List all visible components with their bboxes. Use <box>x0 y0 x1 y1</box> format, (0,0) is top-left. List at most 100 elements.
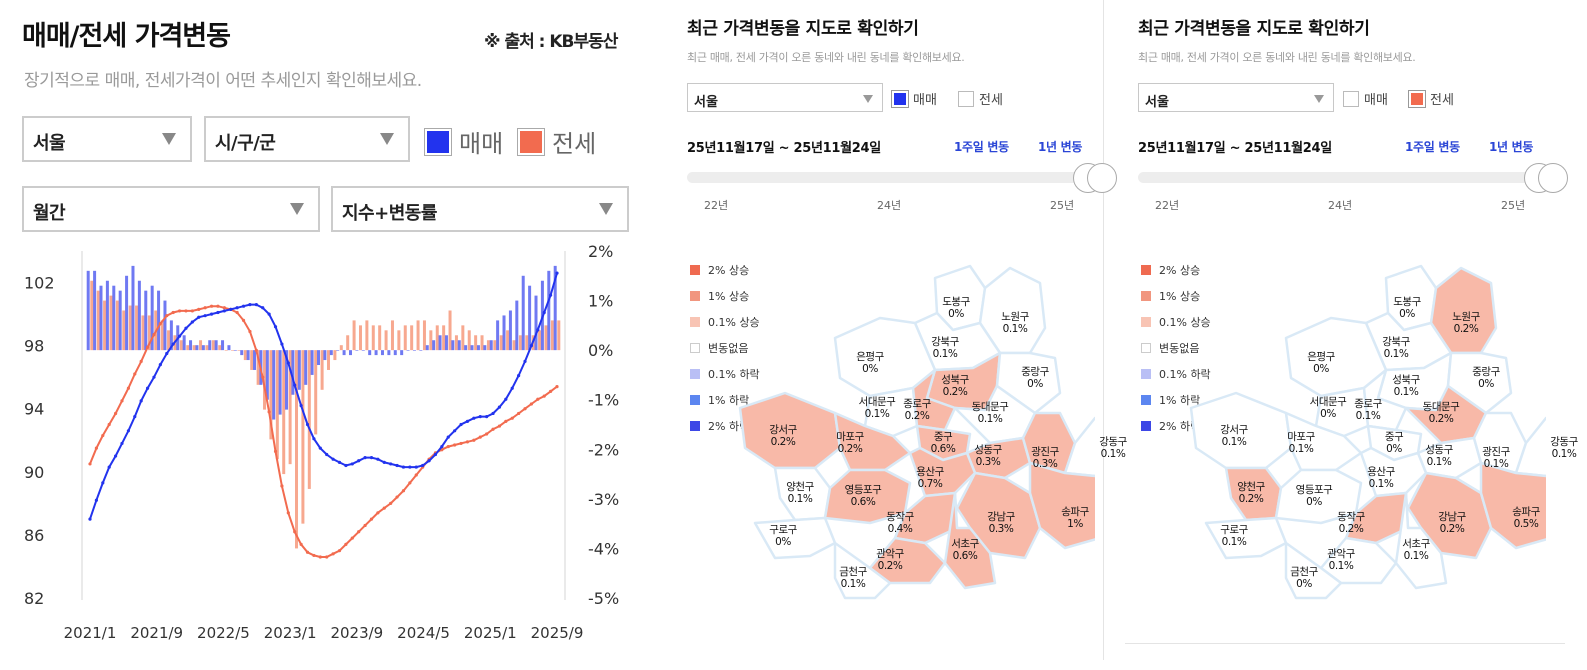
district-shape[interactable] <box>823 468 912 525</box>
map-region-select[interactable]: 서울 <box>1138 83 1334 112</box>
line-point <box>209 304 214 308</box>
line-point <box>472 438 476 442</box>
district-label: 영등포구 0.6% <box>845 484 882 508</box>
line-point <box>318 446 322 450</box>
y-left-tick-label: 90 <box>24 463 44 482</box>
district-shape[interactable] <box>833 411 912 472</box>
legend-swatch <box>1141 395 1151 405</box>
bar-mark <box>135 305 139 351</box>
district-shape[interactable] <box>863 386 919 438</box>
legend-jeonse-toggle[interactable]: 전세 <box>517 124 596 159</box>
line-point <box>267 410 271 414</box>
district-name: 중랑구 <box>1472 366 1500 378</box>
map-jeonse-checkbox[interactable]: 전세 <box>1408 89 1454 108</box>
bar-mark <box>115 300 119 351</box>
bar-mark <box>221 340 225 351</box>
line-point <box>523 359 527 364</box>
period-select[interactable]: 월간 <box>22 186 320 232</box>
map-region-select[interactable]: 서울 <box>687 83 883 112</box>
x-tick-label: 2022/5 <box>197 624 250 642</box>
bar-mark <box>521 275 525 351</box>
tab-1-year-change[interactable]: 1년 변동 <box>1038 140 1083 154</box>
mode-select[interactable]: 지수+변동률 <box>331 186 629 232</box>
tab-1-week-change[interactable]: 1주일 변동 <box>1405 140 1460 154</box>
district-shape[interactable] <box>738 391 842 470</box>
bar-mark <box>157 290 161 351</box>
map-sale-checkbox[interactable]: 매매 <box>1343 89 1388 108</box>
district-name: 금천구 <box>839 566 867 578</box>
line-point <box>280 342 284 346</box>
checkbox-sale-box <box>1343 90 1359 107</box>
bar-mark <box>96 290 100 351</box>
line-point <box>197 315 201 319</box>
district-value: 0.1% <box>1355 410 1381 422</box>
bar-mark <box>112 285 116 351</box>
period-slider-handle[interactable] <box>1087 163 1117 193</box>
district-value: 0.1% <box>1221 536 1247 548</box>
district-value: 0% <box>1478 378 1494 390</box>
district-value: 0.6% <box>952 550 978 562</box>
district-name: 용산구 <box>916 466 944 478</box>
district-name: 서초구 <box>951 538 979 550</box>
bar-mark <box>218 345 222 351</box>
district-label: 동작구 0.4% <box>886 511 914 535</box>
district-shape[interactable] <box>1284 541 1343 600</box>
bar-mark <box>323 350 327 361</box>
legend-label: 0.1% 상승 <box>1159 316 1211 329</box>
bar-mark <box>186 345 190 351</box>
district-shape[interactable] <box>833 541 892 600</box>
slider-tick-label: 24년 <box>1328 199 1353 212</box>
district-shape[interactable] <box>1284 411 1363 472</box>
district-shape[interactable] <box>943 491 997 590</box>
line-point <box>446 444 450 449</box>
x-tick-label: 2021/9 <box>130 624 183 642</box>
map-sale-checkbox[interactable]: 매매 <box>891 89 937 108</box>
line-point <box>158 362 162 367</box>
district-shape[interactable] <box>1189 391 1293 470</box>
period-slider-handle[interactable] <box>1538 163 1568 193</box>
bar-mark <box>361 350 365 351</box>
line-point <box>376 511 380 515</box>
district-shape[interactable] <box>1314 386 1370 438</box>
x-tick-label: 2021/1 <box>64 624 117 642</box>
checkbox-jeonse-label: 전세 <box>979 93 1003 108</box>
line-point <box>414 473 418 477</box>
line-point <box>504 419 508 423</box>
bar-mark <box>160 320 164 351</box>
bar-mark <box>410 325 414 351</box>
tab-1-year-change[interactable]: 1년 변동 <box>1489 140 1534 154</box>
slider-tick-label: 25년 <box>1501 199 1526 212</box>
legend-sale-toggle[interactable]: 매매 <box>424 124 503 159</box>
period-slider-track[interactable] <box>1138 172 1538 183</box>
price-index-chart: 82 86 90 94 98 102 2% 1% 0% -1% -2% -3% -4% -5% 2021/1… <box>24 242 619 642</box>
district-shape[interactable] <box>1394 491 1448 590</box>
district-value: 0.1% <box>1383 348 1409 360</box>
line-point <box>389 462 393 466</box>
district-value: 0.6% <box>930 443 956 455</box>
region-select[interactable]: 서울 <box>22 116 192 162</box>
bar-mark <box>272 350 276 420</box>
line-point <box>165 314 169 318</box>
district-shape[interactable] <box>1479 461 1546 550</box>
district-label: 동대문구 0.2% <box>1423 401 1460 425</box>
tab-1-week-change[interactable]: 1주일 변동 <box>954 140 1009 154</box>
price-trend-panel: 매매/전세 가격변동 ※ 출처 : KB부동산 장기적으로 매매, 전세가격이 … <box>0 0 660 670</box>
line-point <box>171 310 175 315</box>
legend-swatch <box>690 291 700 301</box>
x-tick-label: 2023/1 <box>264 624 317 642</box>
district-select[interactable]: 시/구/군 <box>204 116 410 162</box>
y-right-tick-label: 2% <box>588 242 613 261</box>
district-name: 중랑구 <box>1021 366 1049 378</box>
district-name: 중구 <box>933 431 953 443</box>
district-value: 0.1% <box>977 413 1003 425</box>
period-slider-track[interactable] <box>687 172 1087 183</box>
bar-mark <box>301 350 305 524</box>
district-value: 0.1% <box>840 578 866 590</box>
district-label: 마포구 0.1% <box>1287 431 1315 455</box>
map-jeonse-checkbox[interactable]: 전세 <box>958 89 1003 108</box>
line-point <box>350 536 354 540</box>
legend-label: 1% 하락 <box>1159 394 1201 407</box>
y-left-tick-label: 82 <box>24 589 44 608</box>
district-shape[interactable] <box>1028 461 1095 550</box>
district-shape[interactable] <box>1274 468 1363 525</box>
